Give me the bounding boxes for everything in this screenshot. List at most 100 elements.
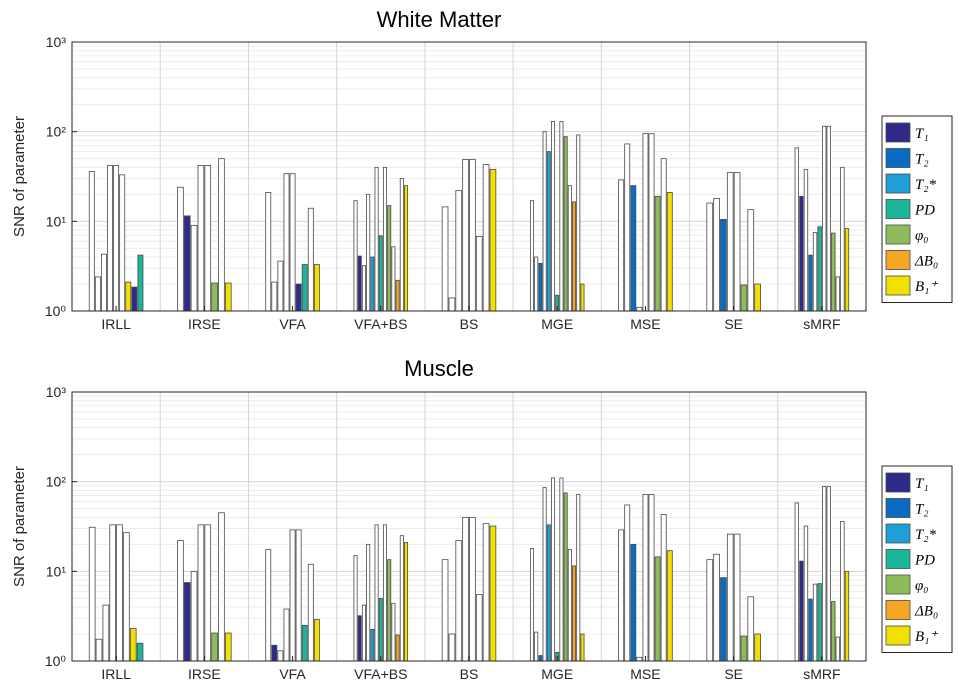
- bar-total: [542, 131, 547, 312]
- x-tick-label: IRSE: [188, 666, 221, 682]
- legend-swatch-phi0: [885, 224, 911, 245]
- bar-total: [353, 200, 358, 312]
- bar-PD: [378, 235, 383, 312]
- bar-total: [812, 583, 818, 662]
- bar-T2star: [546, 151, 551, 312]
- chart-panel-1: 10⁰ 10¹ 10² 10³ IRLL IRSE VFA VFA+BS BS MGE MSE SE s…: [11, 356, 953, 682]
- bar-total: [826, 486, 831, 662]
- bar-total: [835, 276, 841, 312]
- bar-total: [576, 494, 581, 662]
- bar-T2: [720, 577, 727, 662]
- bar-B1: [754, 283, 761, 312]
- legend-swatch-B1: [885, 275, 911, 296]
- bar-B1: [489, 525, 497, 662]
- bar-total: [794, 502, 799, 662]
- bar-total: [469, 159, 476, 312]
- legend-label-B1: B₁⁺: [915, 279, 938, 295]
- x-tick-label: MSE: [630, 666, 660, 682]
- legend-label-T2: T₂: [915, 502, 929, 518]
- x-tick-label: sMRF: [803, 666, 840, 682]
- bar-total: [307, 563, 314, 662]
- bar-total: [567, 549, 572, 662]
- legend-label-T1: T₁: [915, 126, 929, 142]
- bar-T2: [630, 543, 637, 662]
- bar-total: [204, 165, 212, 312]
- bar-T1: [183, 215, 191, 312]
- legend-swatch-dB0: [885, 600, 911, 620]
- bar-B1: [844, 228, 850, 312]
- bar-total: [116, 524, 123, 662]
- bar-total: [361, 265, 366, 312]
- bar-dB0: [572, 565, 577, 662]
- bar-PD: [817, 583, 822, 662]
- bar-total: [648, 494, 655, 662]
- bar-total: [812, 232, 818, 312]
- bar-total: [713, 198, 720, 312]
- x-tick-label: MSE: [630, 316, 660, 332]
- bar-total: [177, 186, 184, 312]
- bar-total: [283, 173, 290, 312]
- bar-phi0: [740, 284, 748, 312]
- plot-area: [72, 42, 866, 311]
- bar-total: [660, 158, 667, 312]
- bar-total: [399, 178, 404, 312]
- legend-swatch-dB0: [885, 250, 911, 270]
- x-tick-label: SE: [724, 316, 743, 332]
- bar-B1: [754, 633, 761, 662]
- bar-total: [353, 555, 358, 662]
- bar-total: [382, 166, 387, 312]
- bar-total: [101, 253, 107, 312]
- y-tick-label: 10¹: [46, 563, 67, 579]
- legend-swatch-T2: [885, 498, 911, 518]
- chart-panel-0: 10⁰ 10¹ 10² 10³ IRLL IRSE VFA VFA+BS BS MGE MSE SE s…: [11, 7, 953, 332]
- bar-total: [455, 190, 463, 312]
- bar-total: [94, 276, 101, 312]
- x-tick-label: MGE: [541, 666, 573, 682]
- bar-T1: [131, 286, 138, 312]
- plot-area: [72, 392, 866, 661]
- legend-label-PD: PD: [914, 203, 935, 219]
- bar-total: [636, 306, 643, 312]
- x-tick-label: MGE: [541, 316, 573, 332]
- bar-T2star: [370, 256, 375, 312]
- bar-B1: [580, 283, 585, 312]
- bar-total: [803, 168, 809, 312]
- bar-B1: [129, 628, 137, 662]
- bar-total: [190, 570, 198, 662]
- legend-swatch-PD: [885, 199, 911, 219]
- bar-total: [618, 179, 625, 312]
- bar-total: [706, 202, 714, 312]
- bar-PD: [378, 597, 383, 662]
- bar-phi0: [211, 632, 218, 662]
- bar-total: [441, 559, 449, 662]
- bar-T1: [357, 615, 362, 662]
- bar-phi0: [563, 136, 568, 312]
- bar-total: [826, 125, 831, 312]
- y-axis-label: SNR of parameter: [11, 466, 28, 587]
- bar-total: [642, 133, 649, 312]
- bar-dB0: [572, 201, 577, 312]
- y-tick-label: 10⁰: [45, 653, 67, 669]
- x-tick-label: VFA: [279, 316, 306, 332]
- bar-T1: [271, 644, 278, 662]
- legend-swatch-T2: [885, 148, 911, 168]
- bar-total: [289, 173, 296, 312]
- chart-title: Muscle: [404, 356, 474, 381]
- bar-dB0: [395, 279, 400, 312]
- bar-total: [102, 604, 110, 662]
- bar-PD: [301, 624, 308, 662]
- bar-total: [113, 165, 120, 312]
- bar-T1: [357, 255, 362, 312]
- bar-total: [190, 225, 198, 312]
- bar-total: [469, 516, 476, 662]
- x-tick-label: BS: [460, 666, 479, 682]
- bar-total: [835, 636, 841, 662]
- bar-total: [706, 559, 714, 662]
- bar-PD: [301, 264, 308, 312]
- bar-total: [265, 192, 272, 312]
- bar-total: [374, 166, 379, 312]
- bar-B1: [404, 542, 409, 662]
- bar-PD: [137, 254, 144, 312]
- bar-total: [534, 256, 539, 312]
